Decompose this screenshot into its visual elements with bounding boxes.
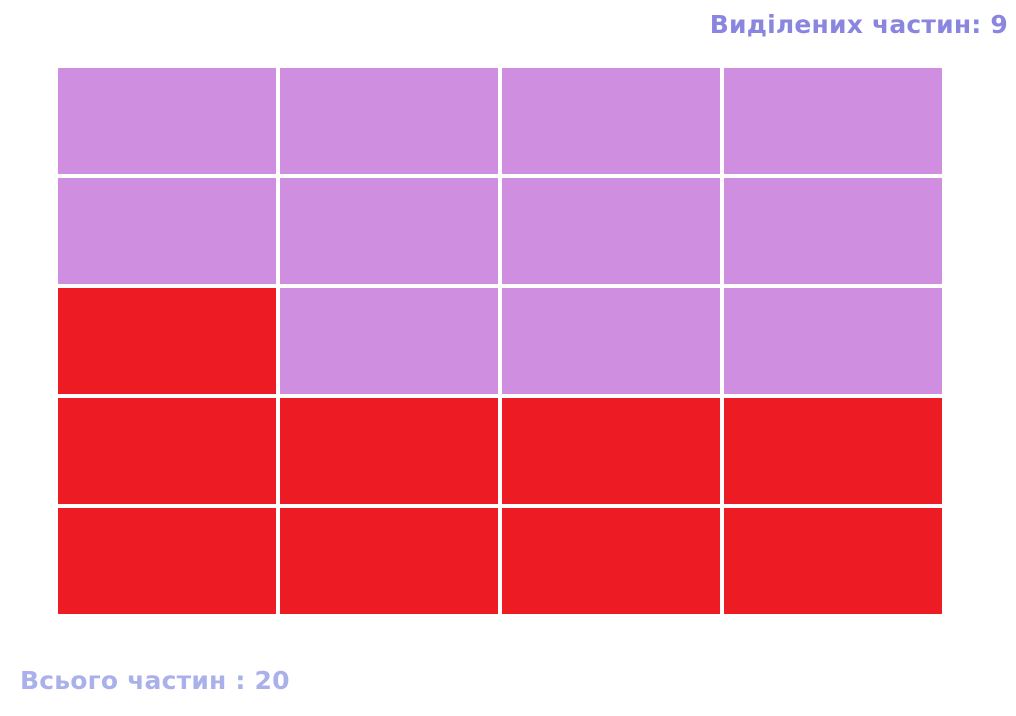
grid-cell-selected[interactable] [724,288,942,394]
grid-cell-selected[interactable] [58,68,276,174]
grid-cell-selected[interactable] [58,178,276,284]
grid-cell-unselected[interactable] [724,508,942,614]
grid-cell-unselected[interactable] [58,508,276,614]
grid-cell-unselected[interactable] [502,508,720,614]
grid-cell-unselected[interactable] [280,398,498,504]
grid-cell-unselected[interactable] [58,288,276,394]
selected-parts-counter: Виділених частин: 9 [709,10,1008,39]
grid-cell-unselected[interactable] [280,508,498,614]
grid-cell-selected[interactable] [502,178,720,284]
grid-cell-selected[interactable] [280,68,498,174]
grid-cell-selected[interactable] [280,178,498,284]
grid-cell-selected[interactable] [502,288,720,394]
grid-cell-unselected[interactable] [502,398,720,504]
grid-cell-selected[interactable] [502,68,720,174]
grid-cell-unselected[interactable] [58,398,276,504]
total-parts-counter: Всього частин : 20 [20,666,290,695]
grid-cell-selected[interactable] [724,178,942,284]
grid-cell-selected[interactable] [724,68,942,174]
grid-cell-selected[interactable] [280,288,498,394]
grid-cell-unselected[interactable] [724,398,942,504]
fraction-grid [58,68,942,614]
